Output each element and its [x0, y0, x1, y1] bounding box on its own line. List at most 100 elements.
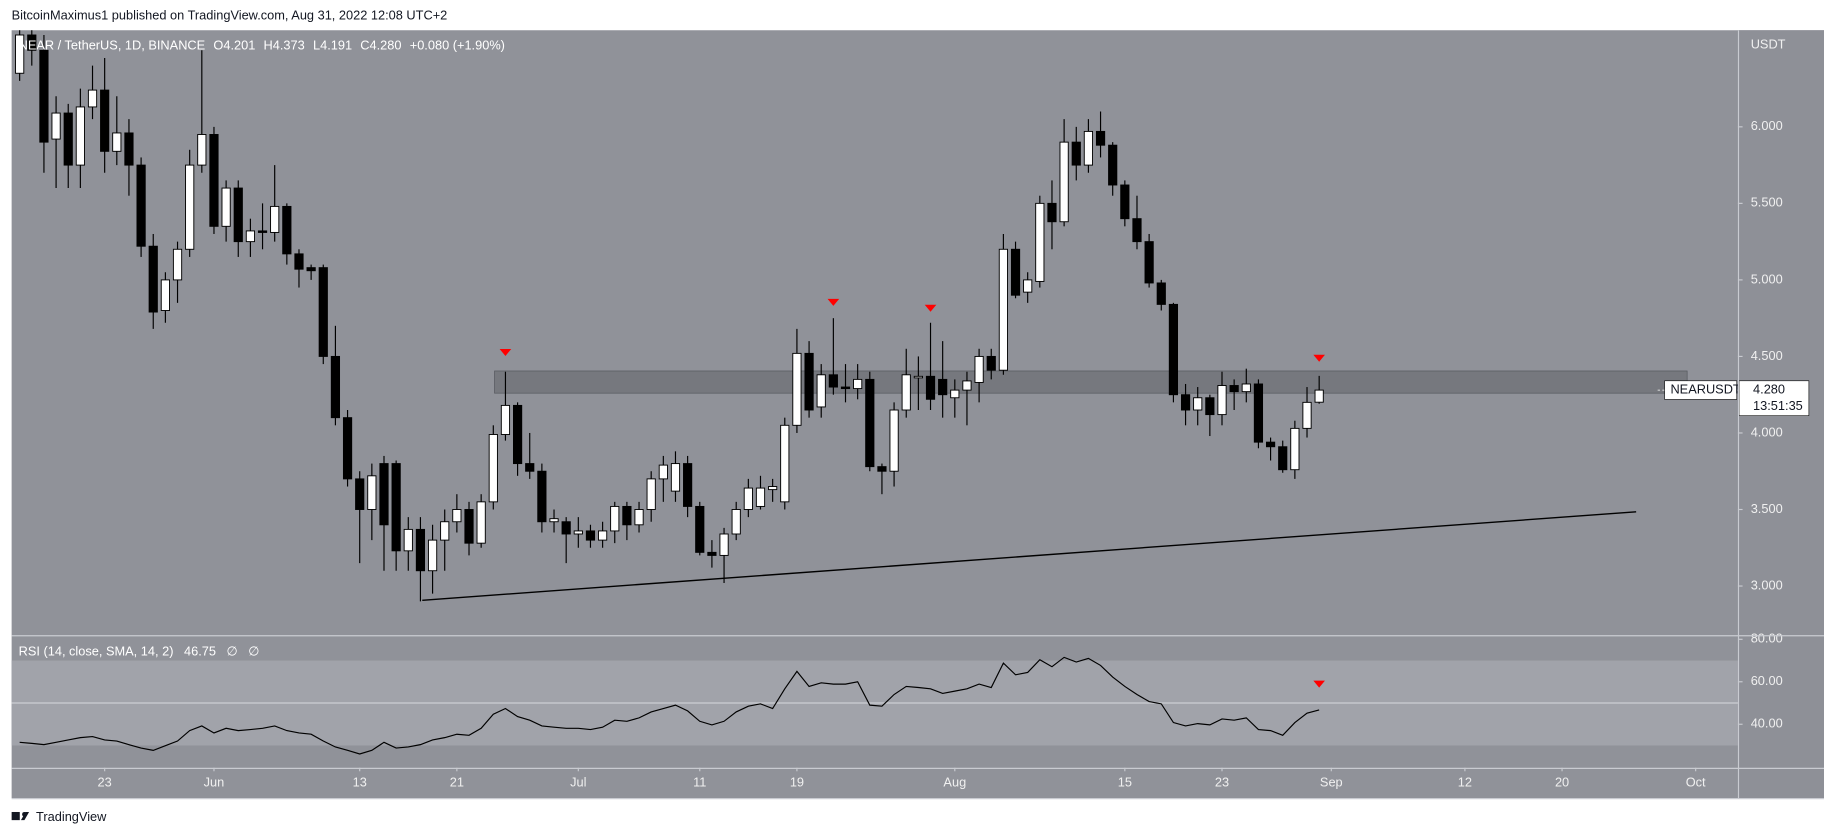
candle-body — [294, 253, 304, 270]
legend-low: 4.191 — [320, 38, 352, 53]
candle-body — [136, 164, 146, 247]
candle-body — [160, 279, 170, 311]
y-tick-label: 6.000 — [1751, 118, 1783, 133]
candle-body — [913, 375, 923, 379]
legend-c: C — [360, 38, 369, 53]
x-tick-label: 12 — [1458, 774, 1472, 789]
candle-body — [1241, 383, 1251, 393]
trendline — [422, 511, 1637, 601]
candle-body — [1156, 282, 1166, 305]
rsi-na: ∅ — [227, 644, 238, 659]
legend: NEAR / TetherUS, 1D, BINANCE O4.201 H4.3… — [19, 38, 505, 53]
candle-body — [950, 389, 960, 399]
candle-body — [683, 463, 693, 507]
candle-body — [561, 521, 571, 535]
legend-high: 4.373 — [273, 38, 305, 53]
candle-body — [1168, 303, 1179, 396]
candle-body — [634, 509, 644, 526]
candle-body — [233, 187, 243, 243]
x-tick-label: 15 — [1118, 774, 1132, 789]
candle-body — [1144, 241, 1154, 284]
candle-body — [185, 164, 195, 250]
x-tick-label: Aug — [943, 774, 966, 789]
candle-body — [1108, 144, 1118, 186]
candle-body — [986, 355, 996, 371]
candle-body — [1023, 279, 1033, 293]
candle-body — [355, 478, 365, 510]
candle-body — [1132, 218, 1142, 243]
candle-body — [840, 386, 851, 390]
candle-body — [1205, 397, 1215, 416]
candle-body — [816, 374, 826, 408]
x-tick-label: 21 — [450, 774, 464, 789]
price-countdown: 13:51:35 — [1753, 398, 1803, 413]
candle-body — [1265, 441, 1276, 448]
signal-marker — [924, 304, 937, 312]
candle-body — [100, 89, 110, 152]
candle-body — [282, 205, 292, 255]
legend-h: H — [264, 38, 273, 53]
y-tick-label: 80.00 — [1751, 631, 1783, 646]
candle-body — [1035, 202, 1045, 282]
candle-body — [743, 487, 753, 510]
candle-body — [877, 466, 887, 472]
candle-body — [828, 374, 838, 388]
candle-body — [658, 464, 668, 480]
candle-body — [172, 248, 183, 281]
candle-body — [1314, 389, 1324, 403]
candle-body — [124, 132, 134, 166]
candle-body — [889, 409, 899, 472]
candle-body — [695, 505, 705, 553]
candle-body — [1120, 184, 1130, 220]
legend-close: 4.280 — [370, 38, 402, 53]
candle-body — [464, 509, 474, 544]
candle-body — [622, 505, 632, 526]
candle-body — [1278, 446, 1288, 471]
candle-body — [792, 352, 802, 426]
x-tick-label: Jul — [570, 774, 586, 789]
candle-body — [63, 112, 73, 166]
signal-marker — [1313, 354, 1325, 362]
candle-body — [197, 134, 207, 166]
candle-body — [780, 424, 790, 503]
x-tick-label: 23 — [1215, 774, 1229, 789]
rsi-group — [19, 656, 1320, 755]
candle-body — [925, 375, 936, 400]
candle-body — [719, 533, 729, 556]
candle-body — [330, 355, 341, 419]
x-tick-label: 13 — [353, 774, 367, 789]
candle-body — [1095, 130, 1106, 146]
candle-body — [112, 132, 122, 152]
candle-body — [318, 267, 328, 357]
candle-body — [427, 539, 438, 572]
signal-marker — [499, 348, 512, 356]
candle-body — [585, 530, 596, 541]
candle-body — [1083, 130, 1094, 166]
candle-body — [440, 521, 450, 541]
candle-body — [1180, 394, 1191, 411]
x-tick-label: Jun — [204, 774, 225, 789]
rsi-pane — [11, 656, 1738, 755]
candle-body — [257, 230, 268, 233]
candle-body — [51, 112, 61, 140]
x-tick-label: 19 — [790, 774, 804, 789]
y-tick-label: 40.00 — [1751, 716, 1783, 731]
x-tick-label: Sep — [1320, 774, 1343, 789]
candle-body — [15, 34, 25, 74]
candle-body — [755, 487, 766, 507]
candle-body — [391, 463, 401, 552]
candle-body — [245, 230, 255, 243]
candle-body — [500, 404, 511, 435]
x-tick-label: 11 — [693, 774, 706, 789]
rsi-na: ∅ — [248, 644, 259, 659]
publisher: BitcoinMaximus1 published on TradingView… — [12, 8, 448, 23]
candle-body — [549, 518, 559, 523]
candle-body — [488, 434, 498, 503]
y-axis-label: USDT — [1751, 37, 1786, 52]
y-tick-label: 4.000 — [1751, 424, 1783, 439]
candle-body — [379, 463, 389, 526]
candle-body — [367, 475, 377, 510]
candle-body — [974, 355, 984, 383]
